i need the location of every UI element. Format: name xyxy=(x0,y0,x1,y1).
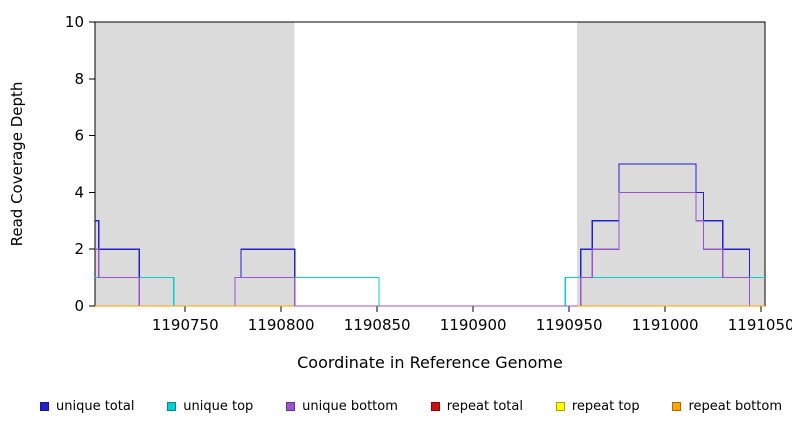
x-tick-label: 1190900 xyxy=(440,316,507,334)
legend: unique total unique top unique bottom re… xyxy=(40,399,782,414)
x-tick-label: 1190750 xyxy=(152,316,219,334)
legend-label: unique top xyxy=(183,399,254,414)
legend-swatch-unique-bottom xyxy=(286,402,296,411)
legend-swatch-unique-top xyxy=(167,402,177,411)
legend-item-unique-bottom: unique bottom xyxy=(286,399,398,414)
legend-swatch-unique-total xyxy=(40,402,49,411)
y-tick-label: 10 xyxy=(65,13,84,31)
y-tick-label: 8 xyxy=(74,70,84,88)
series-unique-top xyxy=(95,277,765,307)
legend-item-repeat-top: repeat top xyxy=(555,399,640,414)
x-tick-label: 1190850 xyxy=(344,316,411,334)
legend-label: repeat bottom xyxy=(688,399,782,414)
x-tick-label: 1191000 xyxy=(632,316,699,334)
legend-item-repeat-total: repeat total xyxy=(430,399,523,414)
y-tick-label: 2 xyxy=(74,240,84,258)
legend-label: unique total xyxy=(56,399,135,414)
legend-item-unique-total: unique total xyxy=(40,399,134,414)
legend-item-unique-top: unique top xyxy=(167,399,253,414)
x-axis-title: Coordinate in Reference Genome xyxy=(297,353,563,372)
legend-label: unique bottom xyxy=(302,399,398,414)
repeat-region-left xyxy=(95,22,295,306)
legend-swatch-repeat-top xyxy=(555,402,565,411)
x-tick-label: 1191050 xyxy=(728,316,792,334)
legend-swatch-repeat-bottom xyxy=(672,402,682,411)
legend-item-repeat-bottom: repeat bottom xyxy=(672,399,782,414)
x-tick-label: 1190950 xyxy=(536,316,603,334)
x-tick-label: 1190800 xyxy=(248,316,315,334)
y-tick-label: 4 xyxy=(74,183,84,201)
legend-label: repeat total xyxy=(446,399,523,414)
y-tick-label: 6 xyxy=(74,127,84,145)
legend-swatch-repeat-total xyxy=(430,402,440,411)
y-axis-title: Read Coverage Depth xyxy=(8,81,26,247)
series-unique-bottom xyxy=(95,191,765,307)
legend-label: repeat top xyxy=(571,399,640,414)
y-tick-label: 0 xyxy=(74,297,84,315)
